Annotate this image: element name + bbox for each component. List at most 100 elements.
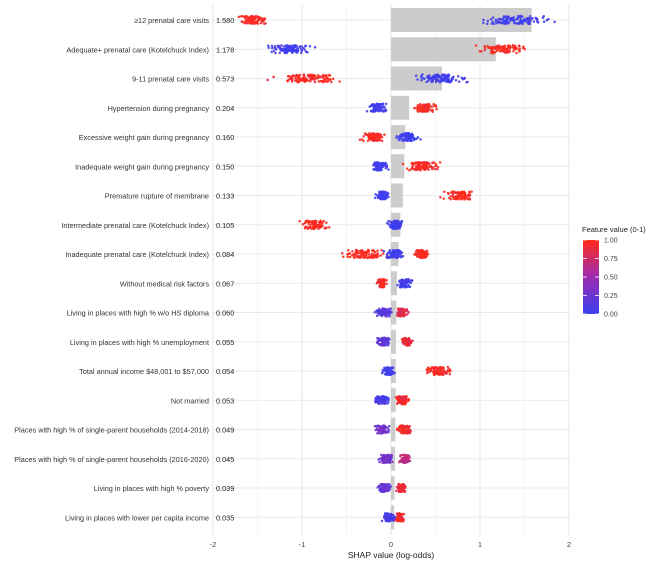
shap-dot [442,197,446,200]
legend-tick-label: 1.00 [604,238,618,245]
importance-value-label: 0.204 [216,104,234,113]
shap-dot [536,20,539,24]
shap-dot [313,80,317,84]
shap-dot [306,227,310,230]
shap-dot [381,339,384,342]
shap-dot [442,372,446,375]
shap-dot [400,219,404,223]
shap-dot [387,516,390,520]
shap-dot [404,398,408,401]
shap-dot [403,282,407,286]
shap-dot [425,162,429,166]
shap-dot [399,135,402,139]
shap-dot [383,454,386,457]
shap-dot [506,44,510,48]
shap-dot [338,80,341,83]
shap-dot [486,44,489,48]
shap-dot [402,512,406,516]
shap-dot [377,339,381,342]
shap-dot [378,190,381,193]
shap-dot [416,167,419,171]
shap-dot [399,453,402,457]
shap-dot [398,518,402,522]
importance-bar [391,300,397,325]
shap-dot [442,78,446,82]
shap-dot [312,222,316,226]
importance-bar [391,183,403,208]
importance-value-label: 0.160 [216,133,234,142]
shap-dot [451,190,454,193]
shap-dot [289,49,293,53]
legend-tick-label: 0.25 [604,293,618,300]
importance-value-label: 0.055 [216,338,234,347]
shap-dot [376,249,379,253]
shap-dot [379,133,383,137]
shap-dot [398,429,401,433]
shap-dot [443,190,446,193]
shap-dot [370,254,374,257]
shap-dot [383,162,386,165]
shap-dot [384,309,387,313]
shap-dot [432,371,435,374]
shap-dot [513,22,516,25]
shap-dot [287,47,290,50]
shap-dot [468,197,471,200]
shap-dot [406,426,410,429]
shap-dot [302,79,306,82]
shap-dot [319,224,323,227]
shap-dot [376,431,379,435]
shap-dot [397,222,400,225]
x-tick-label: -1 [299,540,306,549]
x-tick-label: 0 [389,540,393,549]
shap-dot [368,138,372,141]
importance-value-label: 0.053 [216,396,234,405]
shap-dot [304,225,307,228]
shap-dot [298,219,301,223]
shap-dot [521,46,525,50]
shap-dot [401,162,405,166]
shap-dot [298,77,302,81]
shap-dot [410,132,414,135]
shap-dot [398,310,402,313]
shap-dot [483,48,487,52]
shap-dot [323,227,326,230]
shap-dot [366,139,370,143]
shap-dot [420,107,423,110]
shap-dot [347,248,350,252]
shap-dot [308,225,311,229]
shap-dot [396,254,400,257]
shap-dot [283,50,286,53]
importance-value-label: 0.067 [216,279,234,288]
shap-dot [408,168,411,172]
shap-dot [376,281,379,284]
shap-dot [382,249,386,253]
importance-bar [391,271,397,296]
shap-dot [439,195,442,199]
shap-dot [410,279,414,283]
shap-dot [435,78,438,81]
shap-dot [467,193,470,196]
shap-dot [454,79,458,82]
importance-value-label: 0.045 [216,455,234,464]
shap-dot [526,18,529,22]
shap-dot [500,48,504,51]
shap-dot [376,429,380,432]
shap-dot [244,17,248,21]
shap-dot [504,22,508,25]
shap-dot [449,198,452,201]
shap-dot [251,16,255,20]
shap-dot [266,78,269,82]
importance-value-label: 0.150 [216,162,234,171]
feature-label: Total annual income $48,001 to $57,000 [79,367,209,376]
shap-dot [433,167,437,171]
shap-dot [313,220,316,224]
shap-dot [352,253,355,256]
shap-dot [396,514,400,517]
shap-dot [508,48,511,51]
shap-dot [416,108,419,112]
shap-dot [402,482,405,486]
shap-dot [290,46,294,50]
shap-dot [368,132,371,135]
shap-dot [371,249,374,252]
shap-dot [381,110,384,113]
